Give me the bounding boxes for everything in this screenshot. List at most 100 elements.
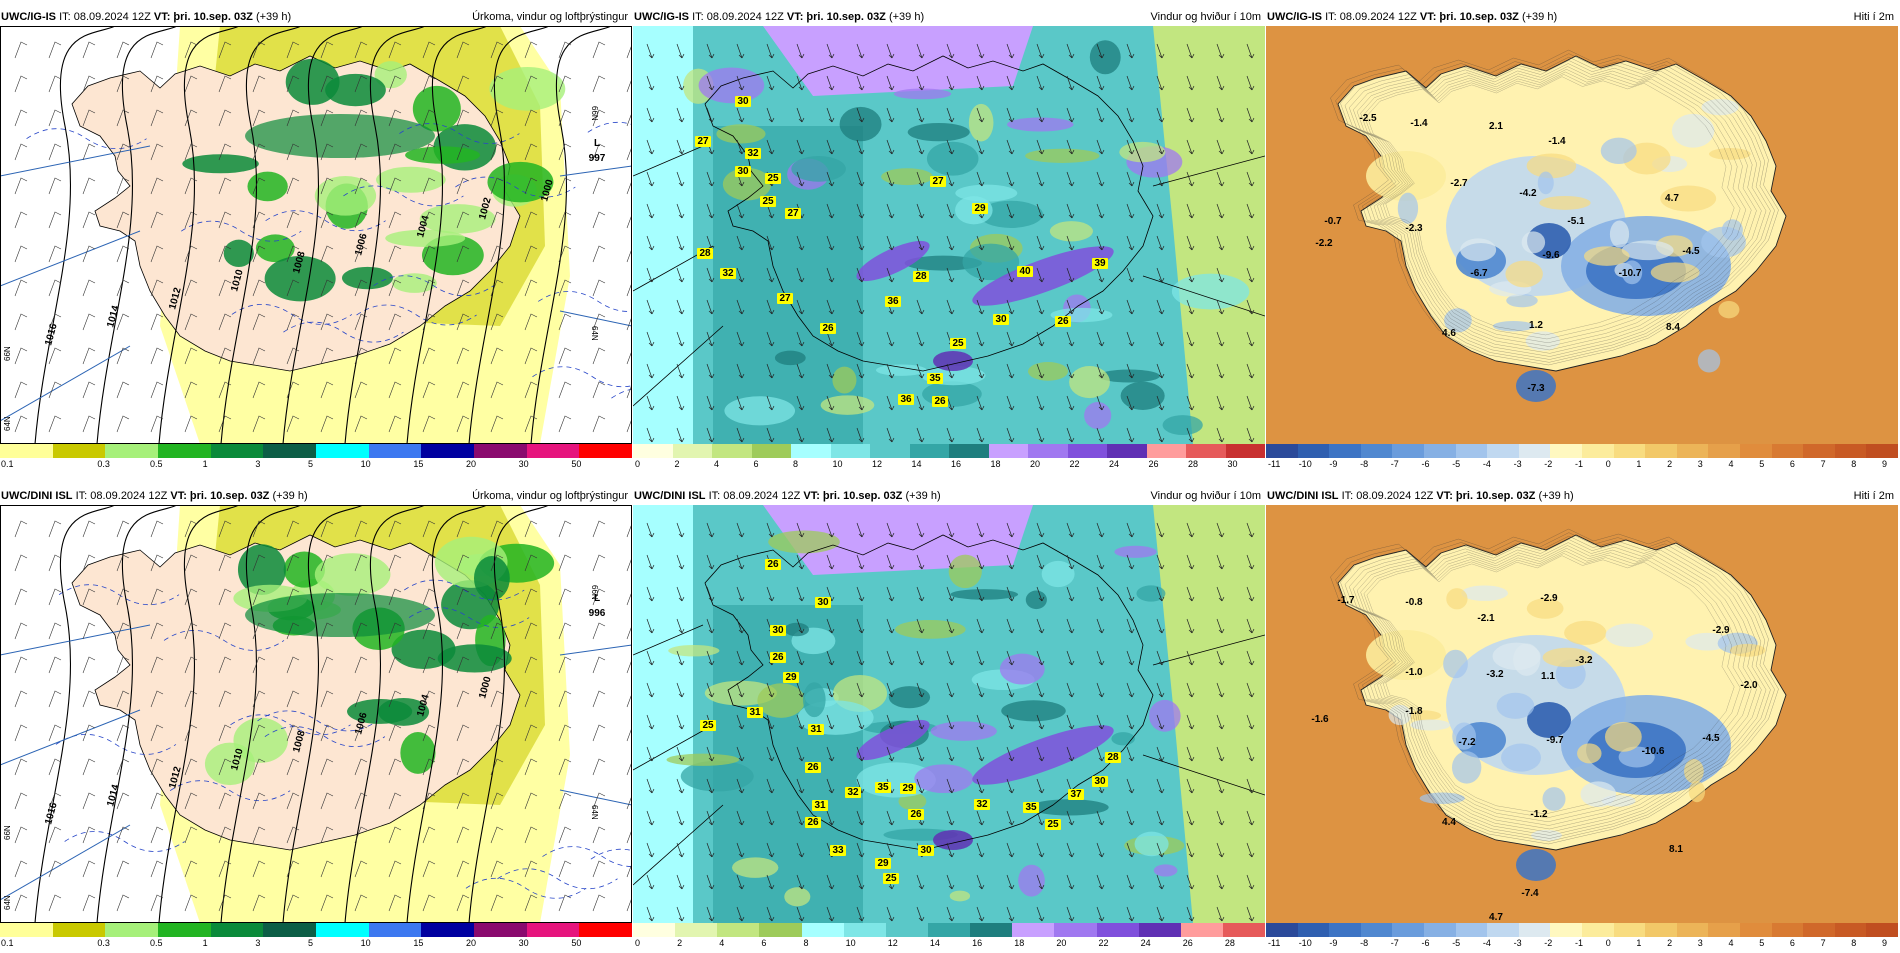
svg-text:25: 25: [885, 873, 897, 884]
colorbar-tick-label: 3: [255, 459, 261, 469]
temperature-label: -3.2: [1575, 655, 1593, 666]
colorbar-tick-label: 30: [1227, 459, 1238, 469]
colorbar-swatch: [1266, 923, 1298, 937]
colorbar-tick-label: 12: [887, 938, 898, 948]
colorbar-tick-label: 2: [1667, 938, 1673, 948]
gust-label: 30: [993, 314, 1009, 325]
svg-text:-5.1: -5.1: [1567, 216, 1585, 227]
temperature-label: -1.4: [1410, 118, 1428, 129]
map-svg: -2.5 -1.4 2.1 -1.4 -2.7 -4.2 -0.7 -2.3 -5.1 4.7 -2…: [1266, 26, 1898, 444]
temperature-label: -2.7: [1450, 178, 1468, 189]
valid-time: þri. 10.sep. 03Z: [806, 11, 886, 23]
colorbar-swatch: [0, 444, 53, 458]
panel-run-info: UWC/IG-IS IT: 08.09.2024 12Z VT: þri. 10…: [1267, 11, 1557, 23]
colorbar-tick-label: 30: [518, 938, 529, 948]
lead-time: (+39 h): [888, 11, 925, 23]
temperature-label: -0.8: [1405, 597, 1423, 608]
svg-text:25: 25: [952, 338, 964, 349]
colorbar-tick-label: 6: [761, 938, 767, 948]
temperature-label: -1.7: [1337, 595, 1355, 606]
colorbar-swatch: [263, 923, 317, 937]
svg-text:-2.2: -2.2: [1315, 238, 1333, 249]
colorbar-tick-label: 20: [466, 938, 477, 948]
svg-text:-7.3: -7.3: [1527, 383, 1545, 394]
svg-text:-1.0: -1.0: [1405, 667, 1423, 678]
svg-text:8.1: 8.1: [1669, 844, 1683, 855]
svg-text:-1.6: -1.6: [1311, 714, 1329, 725]
svg-text:-4.5: -4.5: [1702, 733, 1720, 744]
colorbar-swatch: [474, 923, 527, 937]
valid-time: þri. 10.sep. 03Z: [822, 490, 903, 502]
colorbar-tick-label: 9: [1882, 938, 1888, 948]
colorbar-swatch: [1771, 444, 1804, 458]
map-canvas[interactable]: 1016 1014 1012 1010 1008 1006 1004 1002 1000 L 997…: [0, 26, 632, 444]
temperature-label: -2.0: [1740, 680, 1758, 691]
svg-text:25: 25: [702, 720, 714, 731]
gust-label: 30: [735, 166, 751, 177]
colorbar-swatch: [949, 444, 989, 458]
temperature-label: -1.6: [1311, 714, 1329, 725]
colorbar-tick-label: -1: [1575, 938, 1584, 948]
gust-label: 25: [765, 173, 781, 184]
svg-text:32: 32: [976, 799, 988, 810]
colorbar-swatch: [759, 923, 802, 937]
svg-text:L: L: [594, 593, 600, 604]
model-name: UWC/IG-IS: [1267, 11, 1322, 23]
svg-text:4.7: 4.7: [1489, 912, 1503, 923]
temperature-label: -7.2: [1458, 737, 1476, 748]
svg-text:-10.6: -10.6: [1642, 746, 1665, 757]
lead-time: (+39 h): [1538, 490, 1574, 502]
svg-text:39: 39: [1094, 258, 1106, 269]
colorbar-swatch: [1146, 444, 1186, 458]
temperature-label: -7.3: [1527, 383, 1545, 394]
panel-header: UWC/IG-IS IT: 08.09.2024 12Z VT: þri. 10…: [0, 10, 632, 26]
colorbar-swatch: [158, 923, 211, 937]
map-panel-wind: UWC/DINI ISL IT: 08.09.2024 12Z VT: þri.…: [633, 489, 1266, 953]
colorbar-swatch: [1645, 444, 1677, 458]
gust-label: 28: [1105, 752, 1121, 763]
colorbar-swatch: [1096, 923, 1139, 937]
gust-label: 28: [913, 271, 929, 282]
map-svg: 101610141012101010081006100410021000L997…: [0, 26, 632, 444]
colorbar-tick-label: 10: [845, 938, 856, 948]
map-canvas[interactable]: -2.5 -1.4 2.1 -1.4 -2.7 -4.2 -0.7 -2.3 -5.1 4.7 -2…: [1266, 26, 1898, 444]
svg-text:-9.7: -9.7: [1546, 735, 1564, 746]
svg-text:996: 996: [589, 608, 606, 619]
map-canvas[interactable]: 30 27 32 30 25 25 27 28 32 27 36 28 26 25 27 29 40 39 26 30…: [633, 26, 1265, 444]
colorbar-tick-label: -8: [1360, 459, 1369, 469]
map-canvas[interactable]: 26 30 30 26 29 31 25 31 26 32 35 31 29 26 26 33 30 29 25 32…: [633, 505, 1265, 923]
temperature-label: -2.5: [1359, 113, 1377, 124]
colorbar-temp: -11 -10 -9 -8 -7 -6 -5 -4 -3 -2 -1 0 1 2 3 4 5 6 7 8 9: [1266, 444, 1898, 472]
colorbar-swatch: [1771, 923, 1804, 937]
colorbar-swatch: [1360, 444, 1393, 458]
panel-title: Vindur og hviður í 10m: [1150, 490, 1261, 502]
colorbar-tick-label: 5: [308, 459, 314, 469]
gust-label: 32: [745, 148, 761, 159]
valid-time-label: VT:: [1436, 490, 1453, 502]
colorbar-swatch: [1613, 444, 1646, 458]
colorbar-tick-label: 0.1: [1, 938, 14, 948]
map-svg: -1.7 -0.8 -2.1 -2.9 -2.9 -1.0 -3.2 1.1 -3.2 -2.0 -…: [1266, 505, 1898, 923]
colorbar-swatch: [1803, 923, 1835, 937]
colorbar-tick-label: 8: [793, 459, 799, 469]
colorbar-tick-label: -3: [1513, 938, 1522, 948]
model-name: UWC/IG-IS: [634, 11, 689, 23]
svg-text:40: 40: [1019, 266, 1031, 277]
colorbar-tick-label: -9: [1329, 938, 1338, 948]
colorbar-tick-label: 2: [674, 459, 680, 469]
gust-label: 30: [815, 597, 831, 608]
colorbar-swatch: [1360, 923, 1393, 937]
gust-label: 25: [950, 338, 966, 349]
svg-text:1.2: 1.2: [1529, 320, 1543, 331]
map-canvas[interactable]: -1.7 -0.8 -2.1 -2.9 -2.9 -1.0 -3.2 1.1 -3.2 -2.0 -…: [1266, 505, 1898, 923]
colorbar-swatch: [1613, 923, 1646, 937]
temperature-label: -6.7: [1470, 268, 1488, 279]
colorbar-tick-label: 5: [1759, 938, 1765, 948]
svg-text:29: 29: [877, 858, 889, 869]
colorbar-tick-label: -6: [1421, 459, 1430, 469]
temperature-label: -1.4: [1548, 136, 1566, 147]
svg-text:31: 31: [814, 800, 826, 811]
map-canvas[interactable]: 1016 1014 1012 1010 1008 1006 1004 1000 L 996 66N 6…: [0, 505, 632, 923]
init-time: IT: 08.09.2024 12Z: [59, 11, 151, 23]
colorbar-tick-label: -7: [1390, 938, 1399, 948]
